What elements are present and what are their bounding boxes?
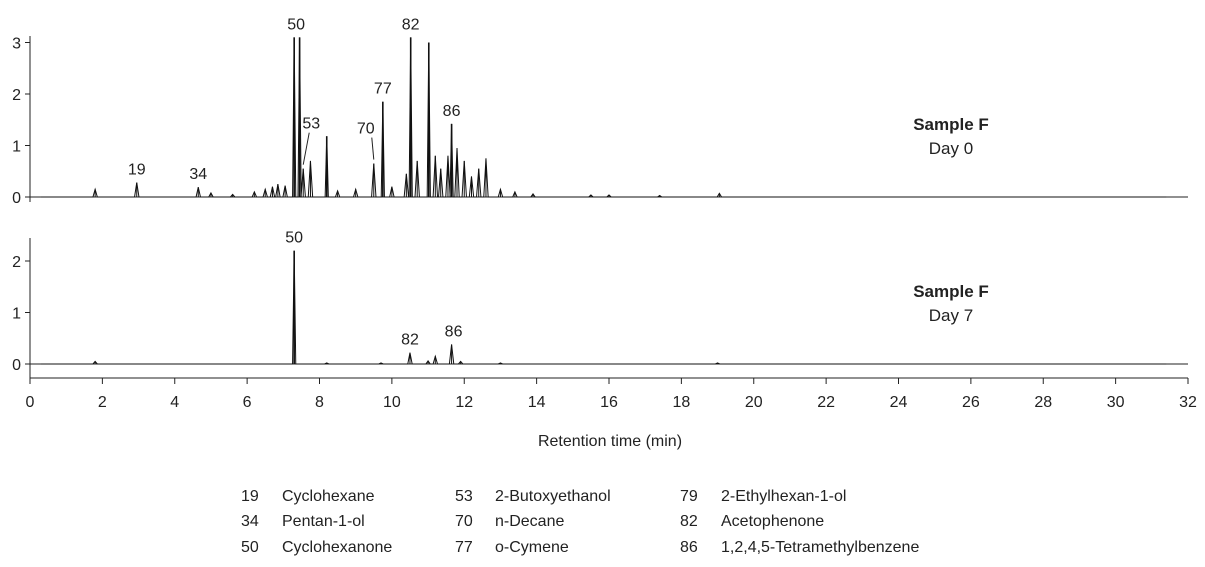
x-axis-title: Retention time (min) — [538, 433, 682, 450]
sample-day: Day 7 — [929, 306, 973, 325]
legend-number: 34 — [241, 513, 259, 530]
peak-leader-line — [302, 132, 310, 165]
sample-title: Sample F — [913, 115, 989, 134]
legend-compound-name: 2-Ethylhexan-1-ol — [721, 488, 846, 505]
y-tick-label: 2 — [12, 254, 21, 271]
legend-compound-name: 1,2,4,5-Tetramethylbenzene — [721, 539, 919, 556]
peak-label-53: 53 — [302, 116, 320, 133]
legend-compound-name: o-Cymene — [495, 539, 569, 556]
peak-label-34: 34 — [189, 166, 207, 183]
x-tick-label: 14 — [528, 394, 546, 411]
x-tick-label: 6 — [243, 394, 252, 411]
legend-number: 50 — [241, 539, 259, 556]
peak-label-77: 77 — [374, 81, 392, 98]
legend-compound-name: Pentan-1-ol — [282, 513, 365, 530]
legend-number: 19 — [241, 488, 259, 505]
legend-number: 82 — [680, 513, 698, 530]
y-tick-label: 2 — [12, 87, 21, 104]
x-tick-label: 16 — [600, 394, 618, 411]
chromatogram-trace — [40, 250, 1167, 365]
peak-label-70: 70 — [357, 121, 375, 138]
legend-compound-name: Cyclohexane — [282, 488, 375, 505]
legend-number: 86 — [680, 539, 698, 556]
chromatogram-trace — [40, 37, 1167, 198]
y-tick-label: 0 — [12, 190, 21, 207]
x-tick-label: 28 — [1034, 394, 1052, 411]
peak-label-86: 86 — [445, 323, 463, 340]
x-tick-label: 2 — [98, 394, 107, 411]
x-tick-label: 32 — [1179, 394, 1197, 411]
y-tick-label: 1 — [12, 306, 21, 323]
panel-day7: 0 1 2 50 82 86 Sample F Day 7 — [12, 230, 1188, 378]
panel-day0: 0 1 2 3 19 34 50 53 70 77 82 86 Sample F Day 0 — [12, 16, 1188, 207]
peak-label-82: 82 — [401, 332, 419, 349]
y-tick-label: 0 — [12, 357, 21, 374]
legend-number: 77 — [455, 539, 473, 556]
x-axis: 0 2 4 6 8 10 12 14 16 18 20 22 24 26 28 30 32 — [26, 377, 1197, 411]
legend-number: 79 — [680, 488, 698, 505]
x-tick-label: 4 — [170, 394, 179, 411]
legend-compound-name: Acetophenone — [721, 513, 824, 530]
legend-compound-name: n-Decane — [495, 513, 564, 530]
peak-label-82: 82 — [402, 16, 420, 33]
peak-label-50: 50 — [285, 230, 303, 247]
x-tick-label: 12 — [455, 394, 473, 411]
legend-number: 70 — [455, 513, 473, 530]
x-tick-label: 26 — [962, 394, 980, 411]
x-tick-label: 30 — [1107, 394, 1125, 411]
x-tick-label: 18 — [672, 394, 690, 411]
sample-title: Sample F — [913, 282, 989, 301]
x-tick-label: 24 — [890, 394, 908, 411]
peak-label-19: 19 — [128, 162, 146, 179]
y-tick-label: 1 — [12, 139, 21, 156]
x-tick-label: 8 — [315, 394, 324, 411]
y-tick-label: 3 — [12, 36, 21, 53]
x-tick-label: 10 — [383, 394, 401, 411]
compound-legend: 19 Cyclohexane 34 Pentan-1-ol 50 Cyclohexanon… — [241, 488, 919, 556]
legend-number: 53 — [455, 488, 473, 505]
peak-label-86: 86 — [443, 103, 461, 120]
x-tick-label: 22 — [817, 394, 835, 411]
peak-label-50: 50 — [287, 16, 305, 33]
legend-compound-name: Cyclohexanone — [282, 539, 392, 556]
x-tick-label: 20 — [745, 394, 763, 411]
x-tick-label: 0 — [26, 394, 35, 411]
peak-leader-line — [371, 137, 375, 160]
sample-day: Day 0 — [929, 139, 973, 158]
legend-compound-name: 2-Butoxyethanol — [495, 488, 611, 505]
